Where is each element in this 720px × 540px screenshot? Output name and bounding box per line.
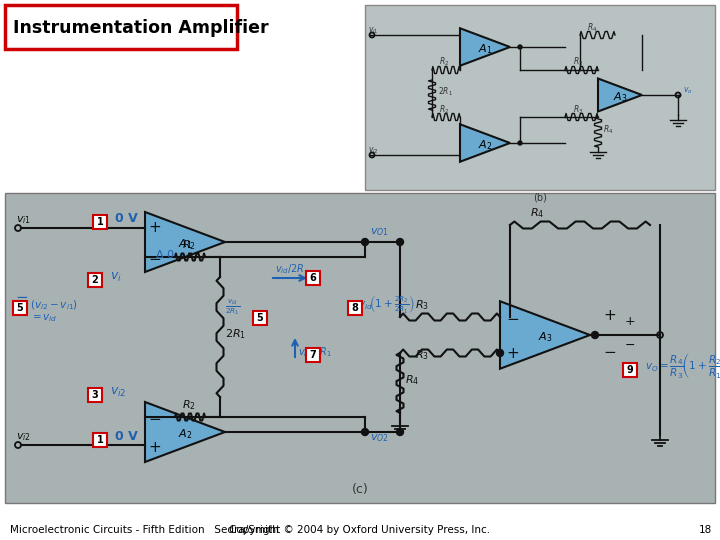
Bar [365,5,715,190]
FancyBboxPatch shape [13,301,27,315]
Text: $2R_1$: $2R_1$ [225,327,246,341]
Text: +: + [625,315,635,328]
FancyBboxPatch shape [253,311,267,325]
Bar [5,193,715,503]
Text: 7: 7 [310,350,316,360]
Text: 5: 5 [17,303,23,313]
Text: $\frac{v_{id}}{2R_1}$: $\frac{v_{id}}{2R_1}$ [225,298,240,318]
Text: 8: 8 [351,303,359,313]
Circle shape [518,141,522,145]
Text: $v_o$: $v_o$ [683,86,693,97]
Text: $R_3$: $R_3$ [573,103,583,116]
Polygon shape [460,124,510,162]
Text: 1: 1 [96,217,104,227]
Polygon shape [145,212,225,272]
Text: $v_{id}\!\left(1+\frac{2R_2}{2R_1}\right)$: $v_{id}\!\left(1+\frac{2R_2}{2R_1}\right… [358,293,415,315]
Text: $R_4$: $R_4$ [587,21,598,33]
Text: $A_1$: $A_1$ [478,42,492,56]
FancyBboxPatch shape [5,5,237,49]
Polygon shape [460,28,510,66]
Text: 0 V: 0 V [115,212,138,225]
Text: +: + [507,346,519,361]
Text: $A_2$: $A_2$ [178,427,192,441]
Text: $-$: $-$ [15,288,28,303]
Text: Copyright © 2004 by Oxford University Press, Inc.: Copyright © 2004 by Oxford University Pr… [230,525,490,535]
Text: $A_3$: $A_3$ [613,90,627,104]
Polygon shape [500,301,590,369]
Text: $v_O = \dfrac{R_4}{R_3}\!\left(1+\dfrac{R_2}{R_1}\right)\!v_{id}$: $v_O = \dfrac{R_4}{R_3}\!\left(1+\dfrac{… [645,351,720,380]
Text: $v_{i1}$: $v_{i1}$ [16,214,31,226]
Text: 18: 18 [698,525,712,535]
FancyBboxPatch shape [88,273,102,287]
Text: $A_3$: $A_3$ [538,330,552,344]
Text: $A_1$: $A_1$ [178,237,192,251]
Polygon shape [598,78,642,111]
Text: $R_2$: $R_2$ [439,56,449,69]
Polygon shape [145,402,225,462]
Text: Microelectronic Circuits - Fifth Edition   Sedra/Smith: Microelectronic Circuits - Fifth Edition… [10,525,279,535]
Text: $R_4$: $R_4$ [603,124,613,137]
FancyBboxPatch shape [93,433,107,447]
Text: $R_2$: $R_2$ [439,104,449,117]
Text: $(v_{i2}-v_{i1})$: $(v_{i2}-v_{i1})$ [30,298,78,312]
Text: $-$: $-$ [603,343,616,358]
FancyBboxPatch shape [306,348,320,362]
Text: $v_{i2}$: $v_{i2}$ [110,386,127,399]
Text: $v_{O2}$: $v_{O2}$ [370,432,389,444]
Text: +: + [603,308,616,323]
Text: $v_i$: $v_i$ [110,271,122,284]
Text: $2R_1$: $2R_1$ [438,86,453,98]
Text: $v_{id}/2R$: $v_{id}/2R$ [275,262,305,276]
Text: $A_2$: $A_2$ [478,138,492,152]
Text: 2: 2 [91,275,99,285]
Circle shape [361,239,369,246]
Text: $-$: $-$ [148,409,161,424]
Text: 3: 3 [91,390,99,400]
FancyBboxPatch shape [306,271,320,285]
Text: $R_3$: $R_3$ [415,298,429,312]
Text: $v_{i1}$: $v_{i1}$ [368,26,379,37]
Text: $R_4$: $R_4$ [530,206,544,220]
Text: $v_{O1}$: $v_{O1}$ [370,226,389,238]
Text: $v_{i2}$: $v_{i2}$ [368,146,379,157]
Circle shape [497,349,503,356]
Circle shape [592,332,598,339]
FancyBboxPatch shape [623,363,637,377]
Text: $R_2$: $R_2$ [182,398,196,412]
Text: $\Delta$ 0: $\Delta$ 0 [155,248,174,260]
Text: $-$: $-$ [624,338,636,351]
Text: 6: 6 [310,273,316,283]
Text: Instrumentation Amplifier: Instrumentation Amplifier [13,19,269,37]
FancyBboxPatch shape [93,215,107,229]
Text: $R_4$: $R_4$ [405,373,419,387]
FancyBboxPatch shape [88,388,102,402]
Circle shape [518,45,522,49]
Text: $v_{i2}$: $v_{i2}$ [16,431,31,443]
Text: $-$: $-$ [506,309,520,325]
FancyBboxPatch shape [348,301,362,315]
Text: 9: 9 [626,365,634,375]
Text: 5: 5 [256,313,264,323]
Text: $R_3$: $R_3$ [415,348,429,362]
Text: $R_2$: $R_2$ [182,238,196,252]
Circle shape [397,239,403,246]
Text: $-$: $-$ [148,249,161,265]
Text: 1: 1 [96,435,104,445]
Text: $v_{id}/2R_1$: $v_{id}/2R_1$ [298,345,332,359]
Text: (b): (b) [533,192,547,202]
Text: 0 V: 0 V [115,430,138,443]
Text: $= v_{id}$: $= v_{id}$ [30,312,58,324]
Circle shape [361,429,369,435]
Text: +: + [148,440,161,455]
Text: +: + [148,219,161,234]
Text: $R_3$: $R_3$ [573,56,583,69]
Circle shape [397,429,403,435]
Text: (c): (c) [351,483,369,496]
